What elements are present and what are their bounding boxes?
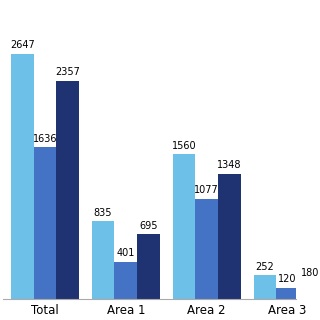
Bar	[196, 199, 218, 299]
Text: 835: 835	[94, 208, 112, 218]
Bar	[92, 221, 115, 299]
Text: 180: 180	[301, 268, 319, 278]
Bar	[254, 276, 276, 299]
Text: 1348: 1348	[217, 160, 242, 170]
Text: 2647: 2647	[10, 40, 35, 50]
Text: 1560: 1560	[172, 141, 196, 151]
Text: 1077: 1077	[194, 185, 219, 196]
Text: 401: 401	[116, 248, 135, 258]
Bar	[34, 148, 56, 299]
Bar	[115, 261, 137, 299]
Bar	[299, 282, 320, 299]
Bar	[11, 54, 34, 299]
Bar	[56, 81, 79, 299]
Bar	[137, 235, 160, 299]
Text: 252: 252	[256, 262, 274, 272]
Bar	[276, 288, 299, 299]
Bar	[218, 174, 241, 299]
Text: 695: 695	[139, 221, 158, 231]
Bar	[173, 155, 196, 299]
Text: 120: 120	[278, 274, 297, 284]
Text: 1636: 1636	[33, 134, 57, 144]
Text: 2357: 2357	[55, 67, 80, 77]
